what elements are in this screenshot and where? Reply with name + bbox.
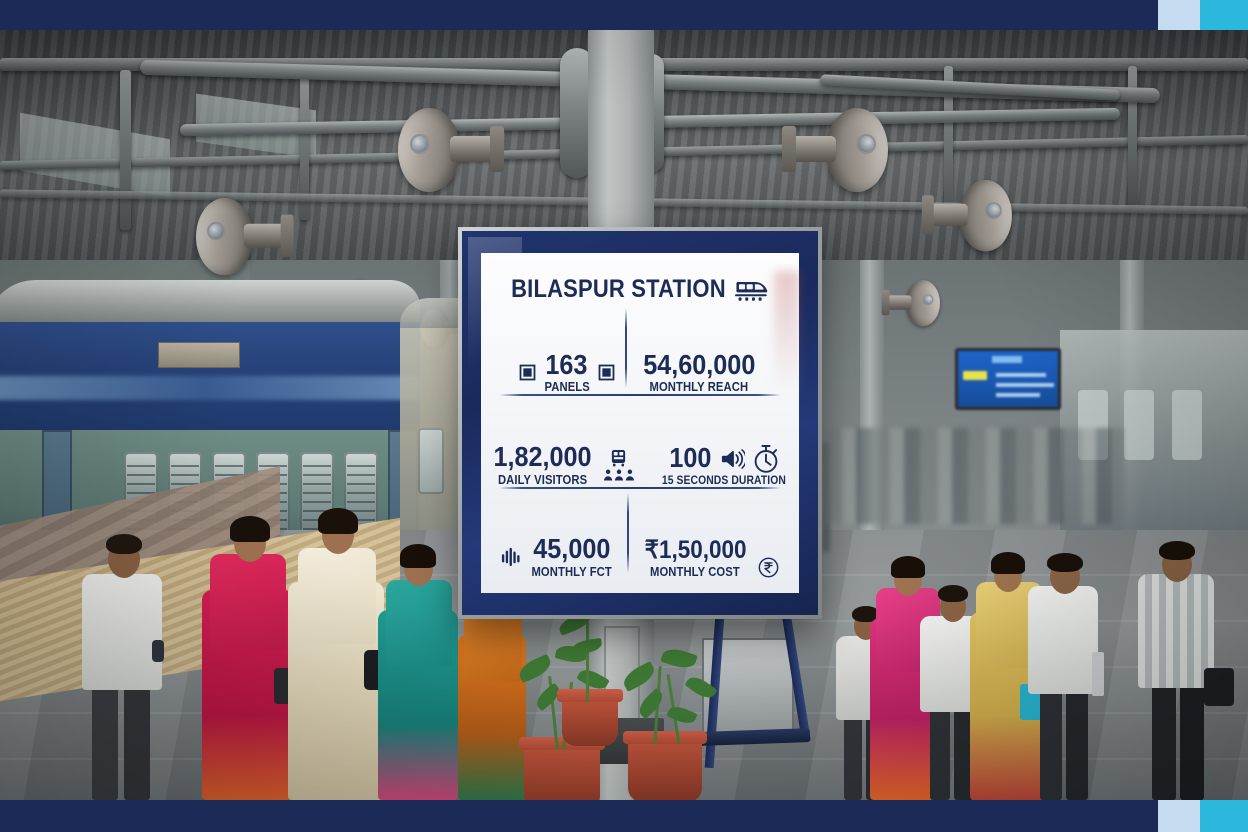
stat-panels-value: 163: [545, 348, 588, 380]
stopwatch-icon: [752, 444, 780, 474]
stat-monthly-reach-label: MONTHLY REACH: [649, 380, 749, 395]
corner-accent-bottom-light: [1158, 800, 1200, 832]
train-icon: [734, 278, 769, 302]
stat-row-1: 163 PANELS: [495, 304, 785, 394]
stat-monthly-cost-label: MONTHLY COST: [650, 564, 741, 579]
stat-divider-vertical: [624, 308, 627, 389]
commuter-woman-cream-sari: [278, 488, 398, 800]
commuter-woman-teal-sari: [370, 522, 466, 800]
people-group-icon: [603, 469, 635, 481]
commuter-man-checked-shirt: [1126, 504, 1234, 800]
signboard-face: BILASPUR STATION: [481, 253, 799, 593]
speaker-volume-icon: [721, 448, 745, 469]
stat-monthly-reach-value: 54,60,000: [643, 348, 756, 380]
stat-duration: 100: [655, 444, 793, 487]
stat-monthly-cost-value: ₹1,50,000: [644, 536, 747, 565]
stat-daily-visitors-value: 1,82,000: [493, 441, 592, 473]
signal-bars-icon: [501, 546, 521, 568]
signboard-frame: BILASPUR STATION: [462, 231, 818, 615]
page-title: BILASPUR STATION: [511, 275, 726, 303]
corner-accent-bottom-cyan: [1200, 800, 1248, 832]
stat-panels: 163 PANELS: [519, 348, 615, 395]
panel-screen-icon: [519, 364, 536, 381]
stat-divider-1: [499, 394, 781, 397]
station-display-board: [955, 348, 1061, 410]
commuter-man-glasses: [1018, 518, 1104, 800]
coach-number-plate: [158, 342, 240, 368]
stat-monthly-fct-value: 45,000: [533, 533, 611, 565]
background-crowd: [824, 428, 1124, 524]
stat-monthly-cost: ₹1,50,000 MONTHLY COST: [639, 538, 779, 579]
stat-duration-label: 15 SECONDS DURATION: [661, 474, 786, 487]
stat-divider-2: [499, 486, 781, 489]
stat-daily-visitors: 1,82,000 DAILY VISITORS: [488, 443, 635, 487]
stat-row-3: 45,000 MONTHLY FCT ₹1,50,000 MONTHLY COS…: [495, 489, 785, 579]
stat-daily-visitors-label: DAILY VISITORS: [497, 472, 587, 487]
signboard-title-row: BILASPUR STATION: [511, 275, 769, 304]
rupee-circle-icon: [758, 557, 779, 578]
corner-accent-top-light: [1158, 0, 1200, 30]
station-photo-scene: BILASPUR STATION: [0, 30, 1248, 800]
panel-screen-icon: [598, 364, 615, 381]
stat-monthly-reach: 54,60,000 MONTHLY REACH: [637, 348, 762, 395]
commuter-man-white-shirt: [68, 500, 178, 800]
corner-accent-top-cyan: [1200, 0, 1248, 30]
train-front-icon: [610, 449, 627, 467]
advertising-signboard[interactable]: BILASPUR STATION: [458, 227, 822, 619]
stat-divider-vertical: [626, 492, 629, 573]
stat-monthly-fct-label: MONTHLY FCT: [531, 564, 613, 579]
stat-panels-label: PANELS: [544, 380, 590, 395]
stat-row-2: 1,82,000 DAILY VISITORS: [493, 396, 785, 487]
stat-monthly-fct: 45,000 MONTHLY FCT: [501, 535, 616, 579]
stat-duration-value: 100: [669, 442, 712, 474]
